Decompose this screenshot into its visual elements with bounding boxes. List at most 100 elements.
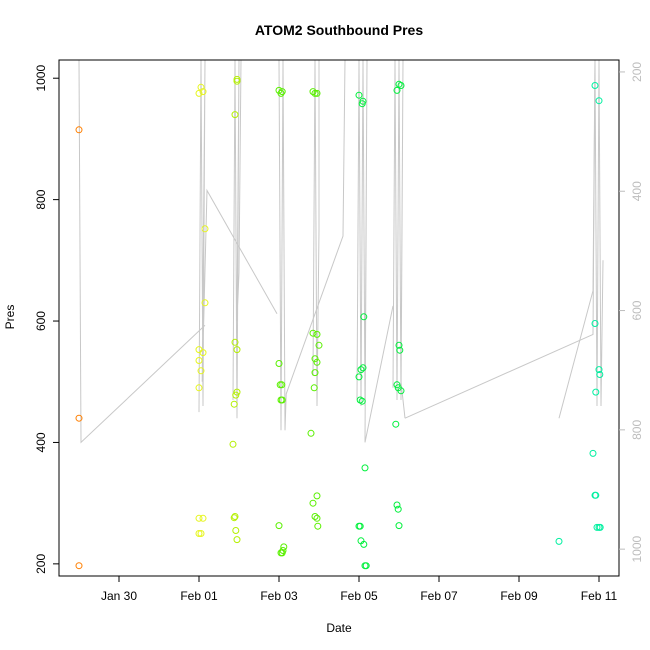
data-point [313, 89, 321, 97]
chart-title: ATOM2 Southbound Pres [255, 22, 423, 38]
data-point [310, 384, 318, 392]
data-point [360, 313, 368, 321]
data-point [595, 97, 603, 105]
data-point [592, 388, 600, 396]
data-point [397, 387, 405, 395]
data-point [395, 341, 403, 349]
data-point [313, 492, 321, 500]
data-point [397, 82, 405, 89]
data-point [195, 530, 203, 537]
y2-tick-label: 400 [630, 181, 644, 201]
data-point [309, 329, 317, 337]
data-point [278, 396, 286, 404]
y-axis-label: Pres [3, 305, 17, 330]
x-tick-label: Feb 11 [581, 589, 618, 603]
x-tick-label: Jan 30 [101, 589, 137, 603]
data-point [195, 514, 203, 522]
data-point [231, 513, 239, 520]
data-point [229, 440, 237, 448]
data-point [230, 514, 238, 522]
data-point [395, 522, 403, 530]
data-point [591, 82, 599, 89]
data-point [199, 349, 207, 357]
data-point [277, 89, 285, 97]
data-point [231, 111, 239, 119]
data-point [307, 429, 315, 437]
data-point [394, 505, 402, 513]
y2-tick-label: 600 [630, 300, 644, 320]
data-point [75, 126, 83, 134]
x-axis-label: Date [326, 621, 352, 635]
profile-line-1 [198, 60, 278, 413]
data-point [233, 346, 241, 354]
data-point [231, 338, 239, 346]
y-tick-label: 1000 [34, 65, 48, 92]
data-point [356, 522, 364, 530]
data-point [591, 320, 599, 327]
data-point [197, 530, 205, 537]
data-point [592, 491, 600, 499]
y-axis-left: 200 400 600 800 1000 [34, 65, 59, 574]
data-point [396, 346, 404, 354]
data-point [197, 83, 205, 91]
data-point [313, 514, 321, 522]
data-point [278, 381, 286, 389]
data-point [358, 100, 366, 108]
data-point [359, 364, 367, 372]
profile-line-4 [312, 60, 320, 407]
profile-line-6 [392, 60, 406, 419]
data-point [201, 225, 209, 233]
data-point [311, 89, 319, 97]
y-axis-right: 200 400 600 800 1000 [619, 62, 644, 563]
y-tick-label: 400 [34, 432, 48, 452]
data-point [595, 366, 603, 374]
data-point [75, 562, 83, 570]
data-point [278, 88, 286, 96]
y2-tick-label: 200 [630, 62, 644, 82]
data-point [232, 527, 240, 534]
y2-tick-label: 800 [630, 420, 644, 440]
data-point [362, 562, 370, 570]
y-tick-label: 200 [34, 554, 48, 574]
x-tick-label: Feb 01 [180, 589, 218, 603]
data-point [309, 88, 317, 96]
data-point [233, 536, 241, 544]
data-point [361, 464, 369, 472]
data-point [195, 89, 203, 97]
y-tick-label: 600 [34, 311, 48, 331]
data-point [311, 355, 319, 363]
data-point [275, 522, 283, 530]
data-point [199, 514, 207, 522]
x-axis: Jan 30 Feb 01 Feb 03 Feb 05 Feb 07 Feb 09 Feb … [101, 576, 618, 603]
profile-line-3 [278, 60, 346, 431]
data-point [233, 77, 241, 85]
data-point [393, 86, 401, 94]
data-point [314, 522, 322, 530]
data-point [355, 373, 363, 381]
data-point [589, 449, 597, 457]
data-point [355, 91, 363, 99]
x-tick-label: Feb 07 [420, 589, 458, 603]
data-point [275, 360, 283, 367]
data-point [555, 537, 563, 545]
profile-line-2 [232, 60, 242, 419]
data-point [197, 367, 205, 375]
profile-line-5 [356, 60, 394, 443]
profile-lines [78, 60, 604, 444]
data-point [593, 523, 601, 531]
data-point [357, 366, 365, 374]
data-point [596, 523, 604, 531]
profile-line-0 [78, 60, 206, 444]
profile-line-8 [558, 60, 596, 419]
data-point [195, 384, 203, 392]
data-point [393, 501, 401, 509]
x-tick-label: Feb 09 [500, 589, 538, 603]
y2-tick-label: 1000 [630, 535, 644, 562]
data-point [309, 499, 317, 507]
data-point [230, 400, 238, 408]
data-point [75, 414, 83, 422]
data-point [277, 549, 285, 557]
data-points [75, 75, 604, 570]
data-point [311, 513, 319, 520]
